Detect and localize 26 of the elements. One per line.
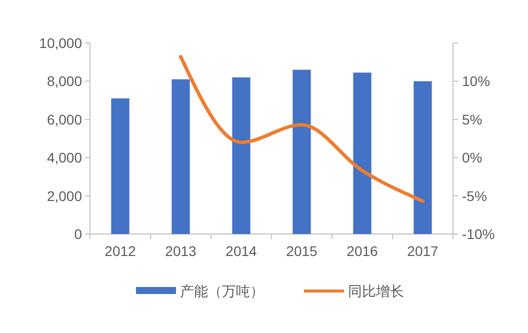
x-tick-label: 2016 bbox=[346, 243, 378, 259]
x-tick-label: 2013 bbox=[165, 243, 197, 259]
y-tick-label: 8,000 bbox=[46, 73, 82, 90]
y2-tick-label: 10% bbox=[462, 73, 490, 90]
y-tick-label: 6,000 bbox=[46, 111, 82, 128]
y2-tick-label: 5% bbox=[462, 111, 482, 128]
bar bbox=[232, 77, 250, 234]
bar bbox=[111, 98, 130, 234]
bar bbox=[292, 70, 311, 234]
y-tick-label: 0 bbox=[74, 226, 82, 242]
legend-label: 同比增长 bbox=[348, 283, 404, 299]
y-tick-label: 2,000 bbox=[46, 188, 82, 204]
x-tick-label: 2015 bbox=[286, 243, 318, 259]
bar bbox=[414, 81, 432, 234]
y2-tick-label: 0% bbox=[462, 150, 482, 166]
legend-label: 产能（万吨） bbox=[180, 283, 264, 299]
bar bbox=[172, 79, 190, 234]
x-tick-label: 2012 bbox=[104, 243, 136, 259]
y-tick-label: 4,000 bbox=[46, 150, 82, 166]
x-tick-label: 2017 bbox=[407, 243, 439, 259]
x-tick-label: 2014 bbox=[226, 243, 258, 259]
y-tick-label: 10,000 bbox=[39, 35, 82, 51]
y2-tick-label: -5% bbox=[462, 188, 487, 204]
bar bbox=[353, 72, 372, 234]
line-series bbox=[179, 55, 424, 203]
y2-tick-label: -10% bbox=[462, 226, 495, 242]
